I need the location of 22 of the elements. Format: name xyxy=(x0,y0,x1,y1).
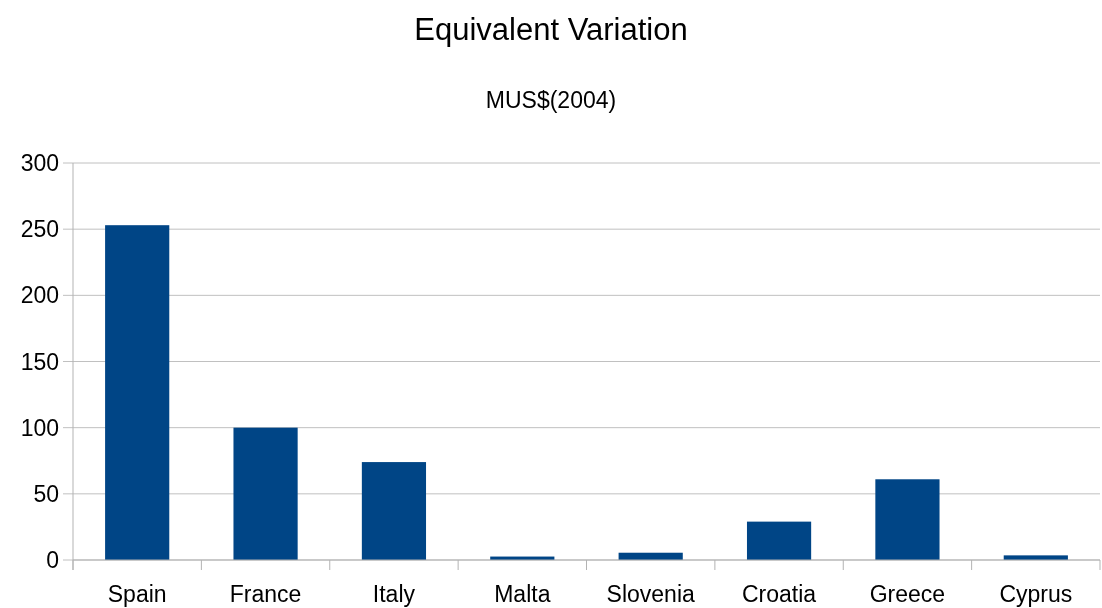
y-tick-label: 50 xyxy=(33,480,59,507)
x-tick-label: Croatia xyxy=(741,581,817,607)
x-tick-label: Cyprus xyxy=(999,581,1073,607)
chart-subtitle: MUS$(2004) xyxy=(485,87,617,113)
bar xyxy=(875,479,940,560)
y-tick-label: 0 xyxy=(46,547,59,574)
x-tick-label: Greece xyxy=(869,581,946,607)
y-tick-label: 200 xyxy=(20,282,59,309)
y-tick-label: 250 xyxy=(20,216,59,243)
y-tick-label: 300 xyxy=(20,150,59,177)
y-tick-label: 150 xyxy=(20,348,59,375)
bar xyxy=(233,427,298,560)
bar xyxy=(361,462,427,560)
bar xyxy=(105,225,170,560)
y-tick-label: 100 xyxy=(20,414,59,441)
chart-title: Equivalent Variation xyxy=(414,12,688,47)
x-tick-label: France xyxy=(229,581,302,607)
x-tick-label: Spain xyxy=(107,581,167,607)
x-tick-label: Slovenia xyxy=(606,581,696,607)
x-tick-label: Italy xyxy=(372,581,416,607)
bar xyxy=(746,521,812,560)
x-tick-label: Malta xyxy=(494,581,551,607)
